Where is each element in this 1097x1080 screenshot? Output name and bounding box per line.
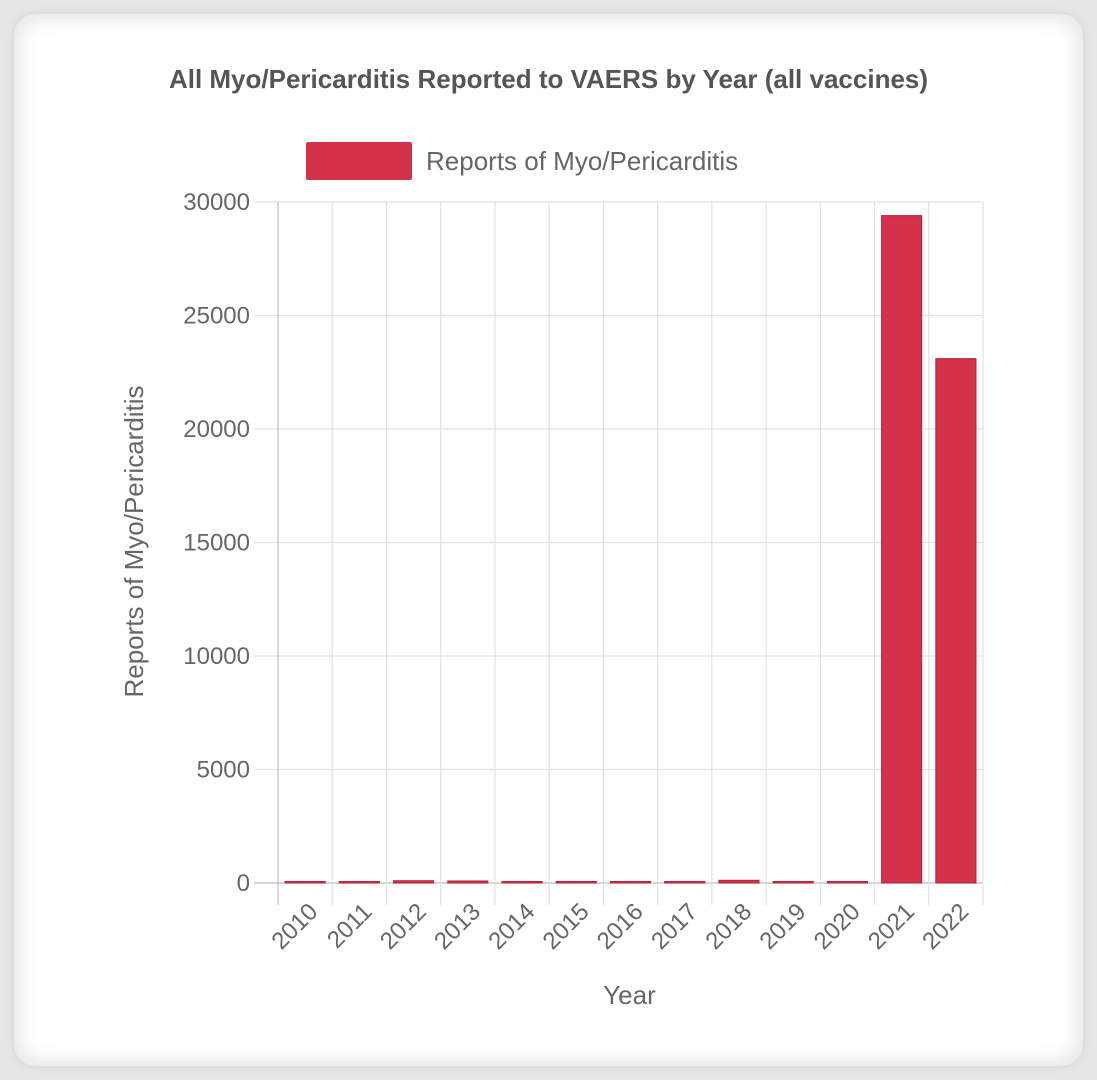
bar-2017 xyxy=(664,881,706,884)
y-tick-label: 25000 xyxy=(183,303,250,330)
legend[interactable]: Reports of Myo/Pericarditis xyxy=(306,142,738,180)
bar-2021 xyxy=(881,215,923,884)
legend-label: Reports of Myo/Pericarditis xyxy=(426,145,739,176)
x-axis-title: Year xyxy=(603,980,656,1010)
y-tick-label: 15000 xyxy=(183,530,250,557)
y-tick-label: 30000 xyxy=(183,189,250,216)
x-tick-label: 2016 xyxy=(592,898,649,955)
legend-swatch xyxy=(306,142,412,180)
x-tick-label: 2018 xyxy=(700,898,757,955)
bar-2018 xyxy=(718,879,760,884)
x-tick-label: 2013 xyxy=(429,898,486,955)
bar-2014 xyxy=(501,881,543,884)
y-tick-label: 0 xyxy=(237,870,250,897)
x-tick-label: 2017 xyxy=(646,898,703,955)
bar-2011 xyxy=(338,881,380,884)
y-tick-label: 10000 xyxy=(183,643,250,670)
bar-2020 xyxy=(826,881,868,884)
x-tick-label: 2014 xyxy=(483,898,540,955)
x-tick-label: 2021 xyxy=(863,898,920,955)
bar-2019 xyxy=(772,881,814,884)
bar-2015 xyxy=(555,881,597,884)
x-tick-label: 2011 xyxy=(322,898,378,954)
x-tick-label: 2010 xyxy=(267,898,324,955)
x-tick-label: 2015 xyxy=(538,898,595,955)
bar-2010 xyxy=(284,881,326,884)
y-tick-label: 20000 xyxy=(183,416,250,443)
bar-2016 xyxy=(609,881,652,884)
y-axis-title: Reports of Myo/Pericarditis xyxy=(119,385,149,697)
chart-title: All Myo/Pericarditis Reported to VAERS b… xyxy=(168,64,929,94)
x-tick-label: 2022 xyxy=(917,898,974,955)
bar-2012 xyxy=(393,880,435,884)
bar-2013 xyxy=(447,880,489,884)
y-tick-label: 5000 xyxy=(197,757,250,784)
bar-2022 xyxy=(935,358,977,884)
x-tick-label: 2019 xyxy=(755,898,812,955)
x-tick-label: 2012 xyxy=(375,898,432,955)
x-tick-label: 2020 xyxy=(809,898,866,955)
